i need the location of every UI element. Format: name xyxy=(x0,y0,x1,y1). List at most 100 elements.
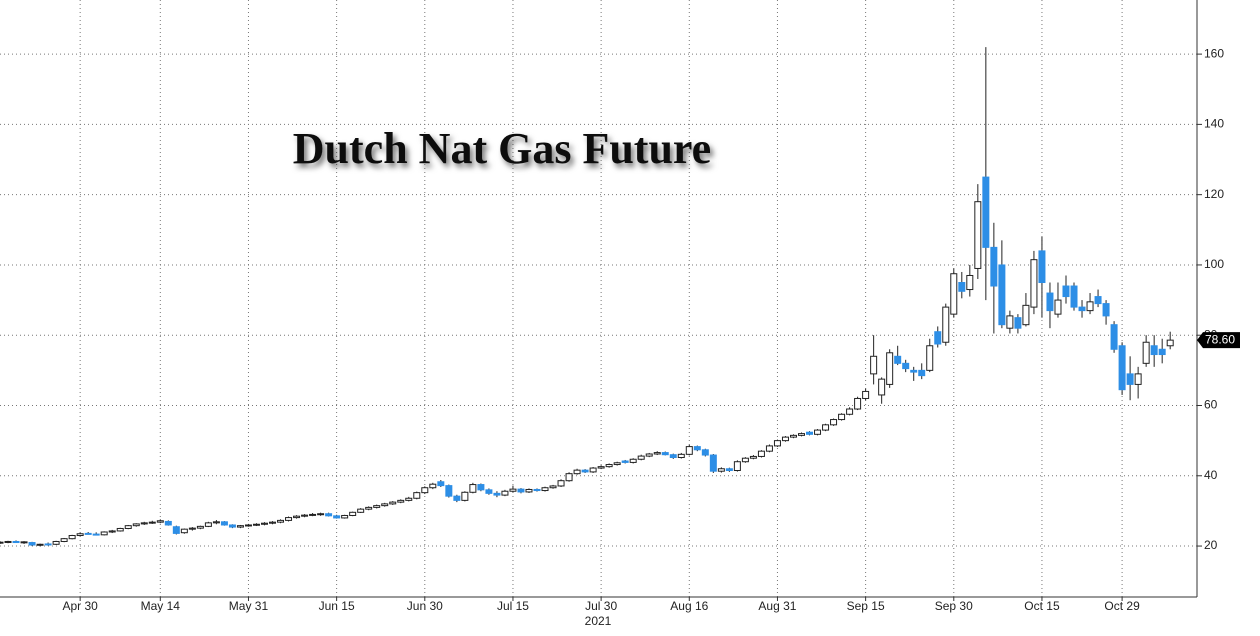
candle-body xyxy=(942,306,950,343)
x-tick-label: May 31 xyxy=(229,599,269,613)
candle-body xyxy=(701,449,709,456)
candle-body xyxy=(124,525,132,529)
candle-body xyxy=(806,431,814,435)
candle-body xyxy=(934,331,942,345)
candle-body xyxy=(653,452,661,455)
candle-body xyxy=(365,506,373,510)
candle-body xyxy=(100,531,108,536)
candle-body xyxy=(958,282,966,292)
x-tick-label: Oct 15 xyxy=(1024,599,1060,613)
candle-body xyxy=(132,523,140,527)
candle-body xyxy=(597,466,605,469)
candle-body xyxy=(341,514,349,519)
candle-body xyxy=(765,445,773,452)
candle-body xyxy=(669,454,677,459)
candle-body xyxy=(878,378,886,396)
candle-body xyxy=(12,540,20,544)
candle-body xyxy=(749,455,757,459)
candle-body xyxy=(533,488,541,492)
candle-body xyxy=(1126,373,1134,385)
candle-body xyxy=(461,491,469,501)
candle-body xyxy=(838,413,846,421)
candle-body xyxy=(773,440,781,447)
y-tick-label: 40 xyxy=(1204,468,1218,482)
candle-body xyxy=(1006,315,1014,329)
candle-body xyxy=(4,540,12,543)
candle-body xyxy=(637,455,645,460)
candle-body xyxy=(613,462,621,466)
candle-body xyxy=(52,540,60,545)
candle-body xyxy=(1086,301,1094,312)
candle-body xyxy=(717,468,725,472)
candle-body xyxy=(1110,324,1118,350)
y-tick-label: 140 xyxy=(1204,117,1224,131)
candle-body xyxy=(1070,285,1078,308)
candle-body xyxy=(910,369,918,373)
x-tick-label: Jun 15 xyxy=(319,599,355,613)
x-tick-label: Oct 29 xyxy=(1104,599,1140,613)
candle-body xyxy=(798,433,805,436)
candle-body xyxy=(1078,306,1086,312)
candle-body xyxy=(1158,348,1166,356)
candle-body xyxy=(1102,303,1110,317)
candle-body xyxy=(862,390,870,399)
candle-body xyxy=(509,488,517,492)
candle-body xyxy=(525,488,533,493)
candle-body xyxy=(886,352,894,385)
candle-body xyxy=(60,538,68,542)
candle-body xyxy=(1062,285,1070,298)
candle-body xyxy=(685,446,693,455)
candle-body xyxy=(1054,299,1062,315)
candle-body xyxy=(1142,341,1150,364)
candle-body xyxy=(108,530,116,533)
candle-body xyxy=(236,525,244,528)
candle-body xyxy=(156,520,164,523)
candle-body xyxy=(565,473,573,482)
candle-body xyxy=(20,541,28,544)
candle-body xyxy=(725,468,733,472)
candle-body xyxy=(28,542,36,546)
candle-body xyxy=(429,483,437,489)
candle-body xyxy=(285,517,293,521)
y-tick-label: 120 xyxy=(1204,187,1224,201)
candle-body xyxy=(469,484,477,493)
candle-body xyxy=(621,460,629,463)
candle-body xyxy=(629,458,637,463)
candle-body xyxy=(661,452,669,456)
candle-body xyxy=(950,273,958,315)
x-tick-label: Aug 31 xyxy=(758,599,796,613)
candle-body xyxy=(381,503,389,507)
candle-body xyxy=(293,515,301,519)
candle-body xyxy=(421,487,429,494)
candle-body xyxy=(709,454,717,472)
x-tick-label: Jul 30 xyxy=(585,599,617,613)
candle-body xyxy=(741,457,749,463)
candle-body xyxy=(645,453,653,457)
candle-body xyxy=(870,355,878,375)
last-price-label: 78.60 xyxy=(1205,332,1235,346)
candle-body xyxy=(397,499,405,503)
candle-body xyxy=(180,528,188,534)
candle-body xyxy=(1014,317,1022,329)
candle-body xyxy=(1094,296,1102,305)
candle-body xyxy=(220,521,228,526)
candle-body xyxy=(92,533,100,536)
candle-body xyxy=(581,469,589,473)
candle-body xyxy=(966,274,974,291)
candle-body xyxy=(549,485,557,489)
candle-body xyxy=(0,541,4,544)
candle-body xyxy=(485,489,493,494)
candle-body xyxy=(589,467,597,473)
candle-body xyxy=(501,490,509,496)
candle-body xyxy=(1166,339,1174,347)
candle-body xyxy=(413,492,421,499)
candle-body xyxy=(918,369,926,377)
candle-body xyxy=(228,524,236,528)
candle-body xyxy=(493,492,501,496)
candle-body xyxy=(309,513,317,516)
candle-body xyxy=(830,419,838,426)
candle-body xyxy=(325,513,333,517)
